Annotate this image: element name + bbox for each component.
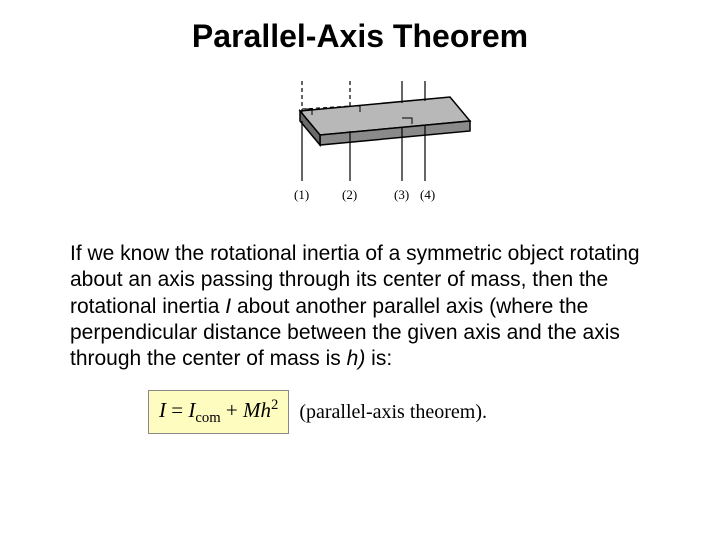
eq-lhs: I <box>159 398 166 422</box>
equation-box: I = Icom + Mh2 <box>148 390 289 434</box>
distance-symbol: h) <box>347 347 366 370</box>
page-title: Parallel-Axis Theorem <box>60 18 660 55</box>
equation-row: I = Icom + Mh2 (parallel-axis theorem). <box>100 390 660 434</box>
eq-plus: + <box>221 398 243 422</box>
eq-rhs1-sub: com <box>195 410 220 426</box>
body-part-3: is: <box>365 347 392 370</box>
axis-label-1: (1) <box>294 187 309 202</box>
axis-label-2: (2) <box>342 187 357 202</box>
axis-label-3: (3) <box>394 187 409 202</box>
eq-equals: = <box>166 398 188 422</box>
theorem-description: If we know the rotational inertia of a s… <box>70 241 650 372</box>
eq-rhs2-sup: 2 <box>271 397 278 413</box>
eq-rhs2: Mh <box>243 398 271 422</box>
axis-label-4: (4) <box>420 187 435 202</box>
parallel-axis-diagram: (1) (2) (3) (4) <box>230 73 490 213</box>
equation-caption: (parallel-axis theorem). <box>299 401 487 424</box>
diagram-svg: (1) (2) (3) (4) <box>230 73 490 213</box>
